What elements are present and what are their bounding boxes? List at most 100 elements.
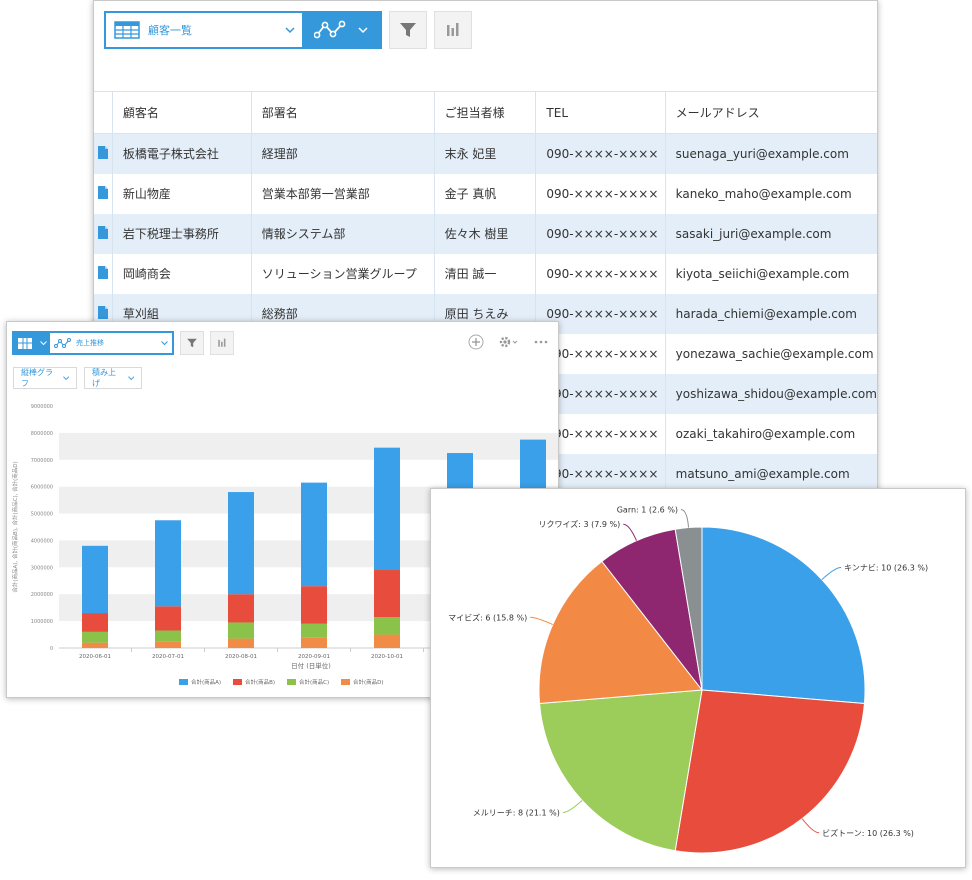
table-cell: 営業本部第一営業部 <box>250 173 435 214</box>
graph-name-dropdown[interactable]: 売上推移 <box>50 333 172 353</box>
document-icon[interactable] <box>97 185 108 199</box>
pie-label-connector <box>821 566 842 580</box>
table-row[interactable]: 岡崎商会 ソリューション営業グループ 清田 誠一 090-××××-×××× kiyot… <box>94 253 877 294</box>
filter-icon <box>400 23 416 37</box>
table-cell: 090-××××-×××× <box>535 133 666 174</box>
view-selector[interactable]: 顧客一覧 <box>104 11 382 49</box>
y-tick-label: 7000000 <box>31 458 53 464</box>
column-header[interactable]: ご担当者様 <box>433 91 536 134</box>
pie-slice-label: メルリーチ: 8 (21.1 %) <box>473 809 560 818</box>
record-detail-cell[interactable] <box>94 213 113 254</box>
table-cell: 090-××××-×××× <box>535 173 666 214</box>
header-icon-column <box>94 91 113 134</box>
graph-actions <box>468 334 548 350</box>
pie-slice <box>701 526 866 704</box>
table-view-toggle[interactable] <box>14 333 36 353</box>
bar-segment <box>301 637 327 648</box>
pie-label-connector <box>562 800 583 814</box>
bar-segment <box>155 520 181 607</box>
x-tick-label: 2020-06-01 <box>79 654 111 660</box>
filter-button[interactable] <box>180 331 204 355</box>
chart-type-dropdown[interactable]: 縦棒グラフ <box>13 367 77 389</box>
pie-slice-label: ビズトーン: 10 (26.3 %) <box>822 828 914 838</box>
legend-label: 合計(商品B) <box>245 678 275 686</box>
pie-slice-label: マイビズ: 6 (15.8 %) <box>448 612 527 622</box>
y-tick-label: 9000000 <box>31 404 53 410</box>
bar-segment <box>82 642 108 648</box>
plus-icon[interactable] <box>468 334 484 350</box>
table-cell: yonezawa_sachie@example.com <box>664 333 877 374</box>
view-type-dropdown[interactable] <box>36 333 50 353</box>
legend-swatch <box>341 679 350 685</box>
column-header[interactable]: TEL <box>535 91 666 134</box>
table-cell: 経理部 <box>250 133 435 174</box>
chevron-down-icon <box>285 26 295 33</box>
pie-slice <box>538 560 703 704</box>
chevron-down-icon <box>358 26 368 33</box>
record-detail-cell[interactable] <box>94 253 113 294</box>
table-cell: suenaga_yuri@example.com <box>664 133 877 174</box>
y-tick-label: 0 <box>50 646 53 652</box>
record-detail-cell[interactable] <box>94 173 113 214</box>
pie-label-connector <box>680 509 690 528</box>
x-axis-title: 日付 (日単位) <box>291 661 331 670</box>
table-cell: 佐々木 樹里 <box>433 213 536 254</box>
graph-view-dropdown[interactable] <box>302 13 380 47</box>
graph-toolbar: 売上推移 <box>12 331 234 355</box>
pie-label-connector <box>530 616 553 625</box>
table-view-icon <box>114 21 140 39</box>
y-tick-label: 2000000 <box>31 592 53 598</box>
table-row[interactable]: 岩下税理士事務所 情報システム部 佐々木 樹里 090-××××-×××× sasaki… <box>94 213 877 254</box>
table-cell: 岩下税理士事務所 <box>111 213 252 254</box>
column-header[interactable]: 顧客名 <box>111 91 252 134</box>
document-icon[interactable] <box>97 265 108 279</box>
pie-label-connector <box>801 818 820 834</box>
document-icon[interactable] <box>97 225 108 239</box>
bar-segment <box>155 630 181 642</box>
table-cell: harada_chiemi@example.com <box>664 293 877 334</box>
graph-button[interactable] <box>434 11 472 49</box>
y-tick-label: 4000000 <box>31 538 53 544</box>
bar-segment <box>374 447 400 571</box>
record-detail-cell[interactable] <box>94 133 113 174</box>
y-axis-title: 合計(商品A), 合計(商品B), 合計(商品C), 合計(商品D) <box>11 461 19 592</box>
pie-slice <box>674 689 865 854</box>
table-cell: sasaki_juri@example.com <box>664 213 877 254</box>
stack-mode-dropdown[interactable]: 積み上げ <box>84 367 142 389</box>
bar-segment <box>155 641 181 648</box>
table-cell: 岡崎商会 <box>111 253 252 294</box>
bar-segment <box>228 622 254 639</box>
column-header[interactable]: 部署名 <box>250 91 435 134</box>
pie-slice-label: Garn: 1 (2.6 %) <box>617 506 678 515</box>
bar-segment <box>82 545 108 614</box>
table-cell: 新山物産 <box>111 173 252 214</box>
filter-button[interactable] <box>389 11 427 49</box>
bar-segment <box>374 570 400 618</box>
table-cell: 板橋電子株式会社 <box>111 133 252 174</box>
column-header[interactable]: メールアドレス <box>664 91 877 134</box>
document-icon[interactable] <box>97 145 108 159</box>
x-tick-label: 2020-09-01 <box>298 654 330 660</box>
bar-segment <box>301 482 327 587</box>
table-cell: matsuno_ami@example.com <box>664 453 877 494</box>
view-name-label: 顧客一覧 <box>148 24 192 37</box>
document-icon[interactable] <box>97 305 108 319</box>
view-dropdown[interactable]: 顧客一覧 <box>106 13 302 47</box>
table-cell: kaneko_maho@example.com <box>664 173 877 214</box>
view-selector[interactable]: 売上推移 <box>12 331 174 355</box>
graph-name-label: 売上推移 <box>76 339 104 347</box>
chevron-down-icon <box>62 375 69 380</box>
table-row[interactable]: 板橋電子株式会社 経理部 末永 妃里 090-××××-×××× suenaga_yur… <box>94 133 877 174</box>
line-graph-icon <box>314 20 346 39</box>
y-tick-label: 8000000 <box>31 431 53 437</box>
graph-button[interactable] <box>210 331 234 355</box>
y-tick-label: 1000000 <box>31 619 53 625</box>
table-cell: ozaki_takahiro@example.com <box>664 413 877 454</box>
pie-slice-label: リクワイズ: 3 (7.9 %) <box>539 519 621 529</box>
more-icon[interactable] <box>534 340 548 344</box>
bar-segment <box>228 638 254 648</box>
y-tick-label: 6000000 <box>31 485 53 491</box>
table-row[interactable]: 新山物産 営業本部第一営業部 金子 真帆 090-××××-×××× kaneko_ma… <box>94 173 877 214</box>
gear-icon[interactable] <box>498 335 520 349</box>
bar-segment <box>228 492 254 595</box>
